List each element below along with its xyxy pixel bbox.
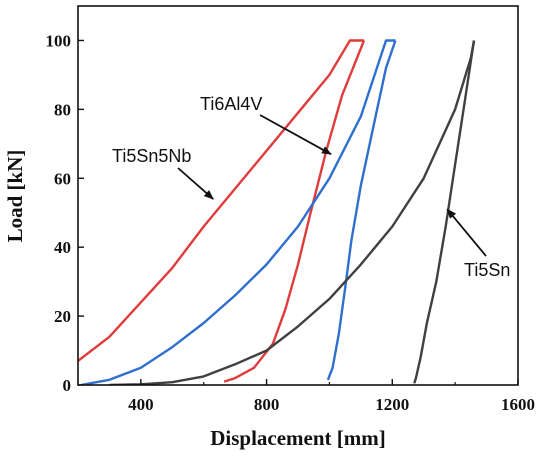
y-tick-label: 60 xyxy=(54,169,71,188)
x-tick-label: 800 xyxy=(254,395,280,414)
annotation-label-ti5sn: Ti5Sn xyxy=(464,260,510,280)
plot-frame xyxy=(77,5,519,386)
annotation-label-ti5sn5nb: Ti5Sn5Nb xyxy=(112,146,191,166)
x-tick-label: 1200 xyxy=(375,395,409,414)
series-ti5sn-unloading-line xyxy=(413,40,476,384)
annotation-arrow-ti5sn xyxy=(446,208,487,257)
annotation-label-ti6al4v: Ti6Al4V xyxy=(200,94,262,114)
annotation-layer: Ti5Sn5Nb Ti6Al4V Ti5Sn xyxy=(112,94,510,280)
series-ti5sn5nb-unloading-line xyxy=(223,40,366,383)
x-tick-label: 400 xyxy=(128,395,154,414)
series-ti6al4v-unloading-line xyxy=(326,40,397,381)
annotation-arrow-ti5sn5nb xyxy=(177,167,214,200)
series-ti6al4v-loading-line xyxy=(80,39,396,385)
y-tick-label: 40 xyxy=(54,238,71,257)
y-tick-label: 80 xyxy=(54,100,71,119)
series-ti5sn5nb-loading-line xyxy=(78,39,364,362)
y-tick-label: 100 xyxy=(46,31,72,50)
series-layer xyxy=(78,39,476,385)
y-tick-label: 20 xyxy=(54,307,71,326)
y-axis: 0 20 40 60 80 100 xyxy=(46,31,84,395)
y-axis-title: Load [kN] xyxy=(3,150,27,243)
series-ti5sn-loading-line xyxy=(109,40,476,385)
x-axis-title: Displacement [mm] xyxy=(210,426,386,450)
x-axis: 400 800 1200 1600 xyxy=(77,379,535,414)
y-tick-label: 0 xyxy=(63,376,72,395)
annotation-arrow-ti6al4v xyxy=(259,114,332,155)
x-tick-label: 1600 xyxy=(501,395,535,414)
